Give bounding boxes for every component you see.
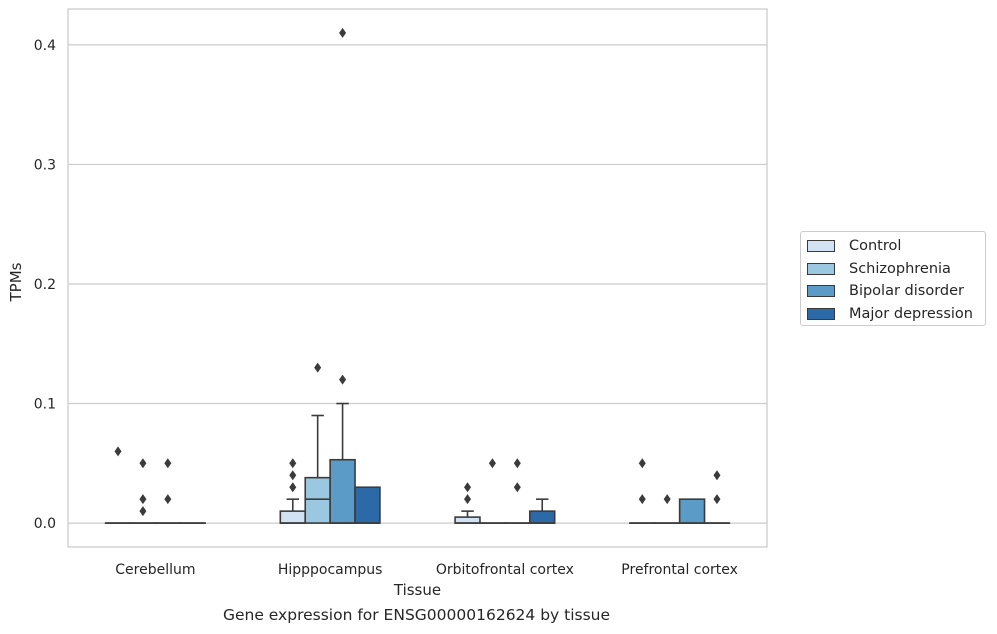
box-body <box>678 498 706 524</box>
outlier-point <box>464 482 472 493</box>
outlier-point <box>339 374 347 385</box>
outlier-point <box>139 506 147 517</box>
box-1-2 <box>329 27 356 524</box>
legend-swatch-major-depression <box>807 307 835 320</box>
legend-swatch-bipolar-disorder <box>807 285 835 298</box>
box-2-1 <box>479 458 506 524</box>
outlier-point <box>164 458 172 469</box>
box-3-2 <box>678 498 706 524</box>
y-tick-label: 0.0 <box>34 516 56 532</box>
outlier-point <box>464 494 472 505</box>
box-3-3 <box>703 470 731 524</box>
outlier-point <box>638 458 646 469</box>
outlier-point <box>314 362 322 373</box>
outlier-point <box>513 458 521 469</box>
x-tick-label: Cerebellum <box>115 562 195 578</box>
box-1-0 <box>279 458 307 524</box>
outlier-point <box>139 494 147 505</box>
outlier-point <box>488 458 496 469</box>
outlier-point <box>513 482 521 493</box>
y-tick-label: 0.4 <box>34 38 56 54</box>
box-1-3 <box>354 486 381 524</box>
legend-swatch-schizophrenia <box>807 262 835 275</box>
box-body <box>354 486 381 524</box>
outlier-point <box>638 494 646 505</box>
outlier-point <box>289 482 297 493</box>
legend-swatch-control <box>807 240 835 253</box>
box-0-1 <box>129 458 157 524</box>
outlier-point <box>713 494 721 505</box>
box-body <box>454 516 481 524</box>
x-tick-label: Hipppocampus <box>278 562 383 578</box>
legend-item-bipolar-disorder: Bipolar disorder <box>807 280 985 303</box>
outlier-point <box>289 458 297 469</box>
legend-label-control: Control <box>849 238 902 255</box>
outlier-point <box>139 458 147 469</box>
box-2-2 <box>504 458 531 524</box>
box-3-1 <box>653 494 681 524</box>
box-plot-area <box>104 27 731 524</box>
box-1-1 <box>304 362 331 524</box>
box-body <box>304 476 331 524</box>
box-body <box>329 458 356 524</box>
box-2-0 <box>454 482 481 524</box>
y-tick-label: 0.1 <box>34 397 56 413</box>
grid-lines <box>68 44 767 524</box>
x-tick-label: Orbitofrontal cortex <box>436 562 574 578</box>
x-axis-label: Tissue <box>393 581 441 599</box>
legend-item-major-depression: Major depression <box>807 303 985 326</box>
legend-label-schizophrenia: Schizophrenia <box>849 260 951 277</box>
outlier-point <box>114 446 122 457</box>
box-2-3 <box>528 498 556 524</box>
chart-caption: Gene expression for ENSG00000162624 by t… <box>222 606 611 624</box>
x-tick-label: Prefrontal cortex <box>621 562 738 578</box>
outlier-point <box>289 470 297 481</box>
y-tick-label: 0.2 <box>34 277 56 293</box>
outlier-point <box>164 494 172 505</box>
legend-item-control: Control <box>807 235 985 258</box>
y-axis-label: TPMs <box>7 262 25 302</box>
legend-item-schizophrenia: Schizophrenia <box>807 258 985 281</box>
plot-frame <box>67 8 768 548</box>
outlier-point <box>339 27 347 38</box>
legend-label-bipolar-disorder: Bipolar disorder <box>849 283 964 300</box>
outlier-point <box>663 494 671 505</box>
box-0-0 <box>104 446 132 524</box>
legend: Control Schizophrenia Bipolar disorder M… <box>800 231 986 326</box>
x-tick-labels: Cerebellum Hipppocampus Orbitofrontal cort… <box>115 562 738 578</box>
y-tick-labels: 0.0 0.1 0.2 0.3 0.4 <box>34 38 56 532</box>
box-body <box>279 510 307 524</box>
box-0-2 <box>154 458 182 524</box>
legend-label-major-depression: Major depression <box>849 305 973 322</box>
y-tick-label: 0.3 <box>34 157 56 173</box>
box-body <box>528 510 556 524</box>
outlier-point <box>713 470 721 481</box>
box-3-0 <box>629 458 656 524</box>
